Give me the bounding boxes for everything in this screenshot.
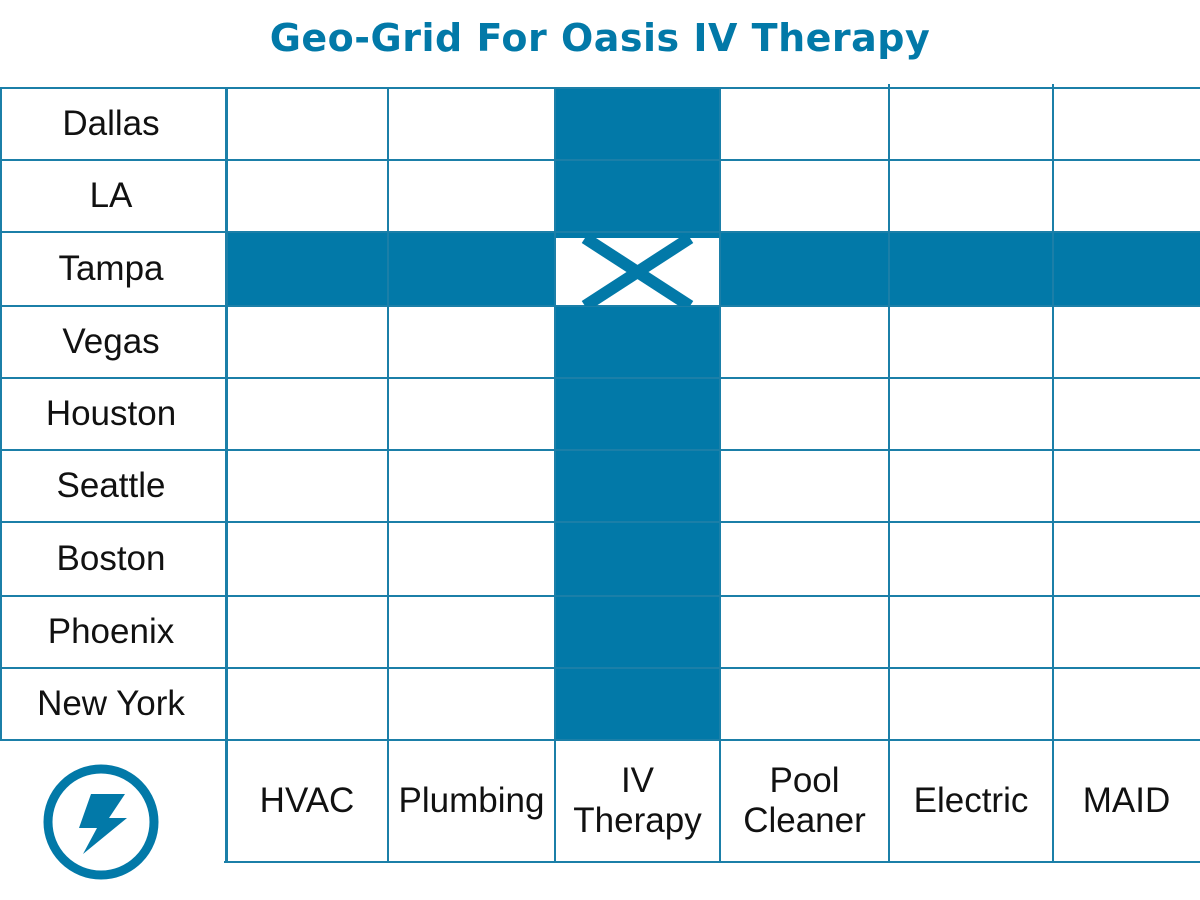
- page-title: Geo-Grid For Oasis IV Therapy: [269, 16, 931, 60]
- grid-line-vertical: [0, 88, 2, 740]
- highlighted-column-cell: [555, 522, 720, 596]
- highlighted-column-cell: [555, 306, 720, 378]
- row-label-dallas: Dallas: [62, 103, 160, 143]
- grid-cell: [1053, 306, 1200, 378]
- grid-cell: [720, 522, 889, 596]
- lightning-bolt-icon: [43, 764, 159, 880]
- grid-line-horizontal: [0, 449, 1200, 451]
- grid-cell: [388, 596, 555, 668]
- grid-cell: [388, 668, 555, 740]
- highlighted-column-cell: [555, 668, 720, 740]
- grid-cell: [388, 450, 555, 522]
- grid-cell: [1053, 378, 1200, 450]
- grid-cell: [889, 668, 1053, 740]
- column-label-maid: MAID: [1082, 780, 1171, 820]
- grid-cell: [720, 88, 889, 160]
- grid-line-horizontal: [0, 231, 1200, 233]
- column-label-plumbing: Plumbing: [398, 780, 545, 820]
- highlighted-row-cell: [1053, 232, 1200, 306]
- column-label-electric: Electric: [913, 780, 1029, 820]
- column-label-hvac: HVAC: [259, 780, 355, 820]
- row-label-tampa: Tampa: [58, 248, 164, 288]
- grid-cell: [1053, 668, 1200, 740]
- grid-cell: [1053, 450, 1200, 522]
- grid-cell: [388, 306, 555, 378]
- grid-cell: [889, 378, 1053, 450]
- column-label-iv-therapy: IV Therapy: [573, 760, 702, 840]
- highlighted-column-cell: [555, 378, 720, 450]
- grid-line-horizontal: [0, 667, 1200, 669]
- grid-line-horizontal: [0, 87, 1200, 89]
- grid-cell: [1053, 522, 1200, 596]
- grid-cell: [388, 160, 555, 232]
- highlighted-row-cell: [226, 232, 388, 306]
- grid-cell: [226, 378, 388, 450]
- highlighted-column-cell: [555, 596, 720, 668]
- highlighted-row-cell: [889, 232, 1053, 306]
- grid-line-horizontal: [0, 305, 1200, 307]
- grid-cell: [889, 306, 1053, 378]
- grid-cell: [226, 306, 388, 378]
- grid-cell: [388, 378, 555, 450]
- grid-cell: [226, 160, 388, 232]
- grid-line-vertical: [225, 88, 228, 862]
- grid-cell: [388, 522, 555, 596]
- grid-cell: [889, 88, 1053, 160]
- grid-cell: [388, 88, 555, 160]
- grid-cell: [889, 522, 1053, 596]
- grid-line-vertical: [719, 88, 721, 862]
- row-label-la: LA: [89, 175, 133, 215]
- row-label-seattle: Seattle: [56, 465, 166, 505]
- column-label-pool-cleaner: Pool Cleaner: [743, 760, 866, 840]
- grid-line-horizontal: [0, 739, 1200, 741]
- grid-cell: [1053, 596, 1200, 668]
- grid-cell: [226, 88, 388, 160]
- highlighted-column-cell: [555, 450, 720, 522]
- grid-cell: [889, 160, 1053, 232]
- grid-cell: [226, 596, 388, 668]
- grid-line-vertical: [888, 84, 890, 862]
- grid-cell: [1053, 160, 1200, 232]
- grid-cell: [226, 668, 388, 740]
- grid-line-horizontal: [0, 595, 1200, 597]
- grid-line-horizontal: [0, 377, 1200, 379]
- grid-cell: [720, 596, 889, 668]
- row-label-phoenix: Phoenix: [47, 611, 175, 651]
- grid-line-horizontal: [224, 861, 1200, 863]
- grid-cell: [720, 378, 889, 450]
- highlighted-column-cell: [555, 160, 720, 232]
- grid-cell: [720, 160, 889, 232]
- grid-cell: [889, 450, 1053, 522]
- grid-cell: [226, 522, 388, 596]
- grid-line-vertical: [1052, 84, 1054, 862]
- grid-line-vertical: [387, 88, 389, 862]
- highlighted-row-cell: [720, 232, 889, 306]
- row-label-new-york: New York: [37, 683, 185, 723]
- grid-cell: [889, 596, 1053, 668]
- intersection-x-icon: [581, 232, 694, 306]
- grid-line-vertical: [554, 88, 556, 862]
- grid-cell: [720, 668, 889, 740]
- grid-line-horizontal: [0, 521, 1200, 523]
- grid-cell: [226, 450, 388, 522]
- row-label-vegas: Vegas: [62, 321, 160, 361]
- grid-cell: [720, 306, 889, 378]
- grid-cell: [720, 450, 889, 522]
- highlighted-row-cell: [388, 232, 555, 306]
- highlighted-column-cell: [555, 88, 720, 160]
- row-label-houston: Houston: [45, 393, 177, 433]
- grid-cell: [1053, 88, 1200, 160]
- grid-line-horizontal: [0, 159, 1200, 161]
- row-label-boston: Boston: [56, 538, 166, 578]
